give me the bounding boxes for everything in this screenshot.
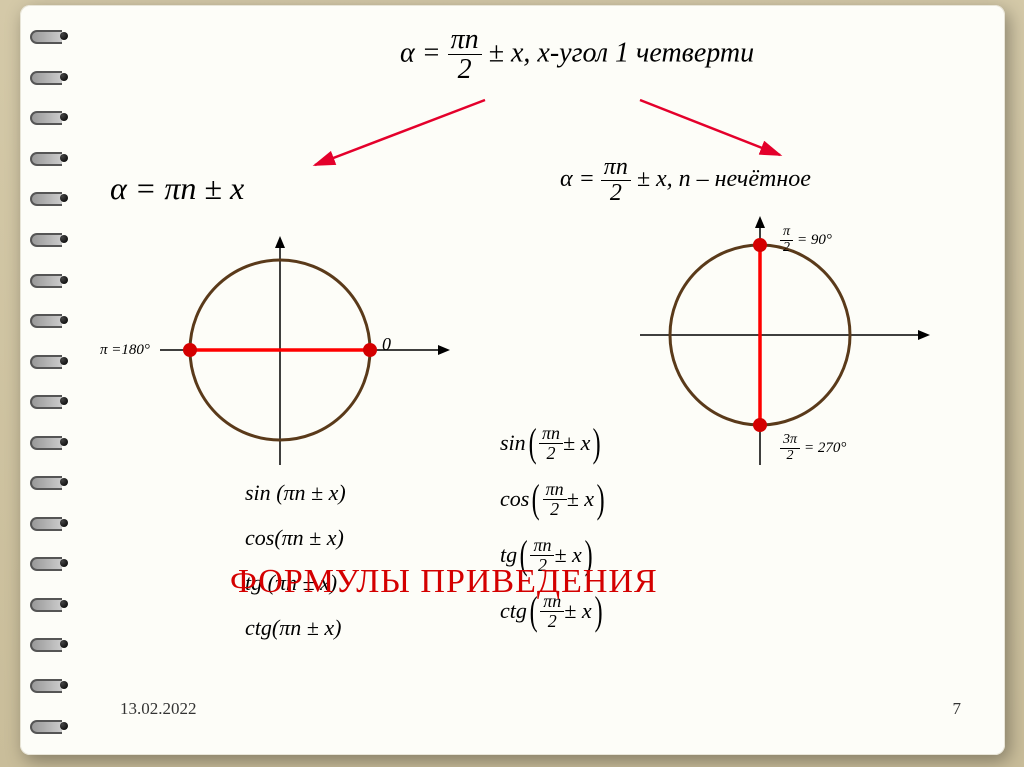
top-formula: α = πn 2 ± x, x-угол 1 четверти <box>400 25 754 85</box>
arrow-left <box>315 100 485 165</box>
spiral-binding <box>30 15 74 745</box>
slide-title: ФОРМУЛЫ ПРИВЕДЕНИЯ <box>230 563 658 601</box>
notebook: α = πn 2 ± x, x-угол 1 четверти α = πn ±… <box>20 5 1005 755</box>
left-branch-formula: α = πn ± x <box>110 170 244 207</box>
arrow-right <box>640 100 780 155</box>
trig-list-left: sin (πn ± x) cos(πn ± x) tg (πn ± x) ctg… <box>245 470 346 650</box>
label-pi-half-90: π 2 = 90° <box>780 225 832 255</box>
unit-circle-left: π =180° 0 <box>160 230 460 495</box>
label-pi-180: π =180° <box>100 342 150 359</box>
page-content: α = πn 2 ± x, x-угол 1 четверти α = πn ±… <box>80 15 991 741</box>
footer-date: 13.02.2022 <box>120 699 197 719</box>
frac-num: πn <box>448 25 482 55</box>
footer-page-number: 7 <box>953 699 962 719</box>
alpha-eq: α = <box>560 166 595 192</box>
right-branch-formula: α = πn 2 ± x, n – нечётное <box>560 155 811 206</box>
tail: ± x, <box>489 37 531 68</box>
label-3pi-half-270: 3π 2 = 270° <box>780 433 846 463</box>
unit-circle-right: π 2 = 90° 3π 2 = 270° <box>640 215 940 490</box>
trig-list-right: sin ( πn2 ± x ) cos ( πn2 ± x ) tg ( πn2… <box>500 415 607 639</box>
frac-den: 2 <box>448 55 482 84</box>
label-zero: 0 <box>382 334 391 355</box>
note: x-угол 1 четверти <box>537 37 754 68</box>
alpha-eq: α = <box>400 37 441 68</box>
tail: ± x, n – нечётное <box>637 166 811 192</box>
